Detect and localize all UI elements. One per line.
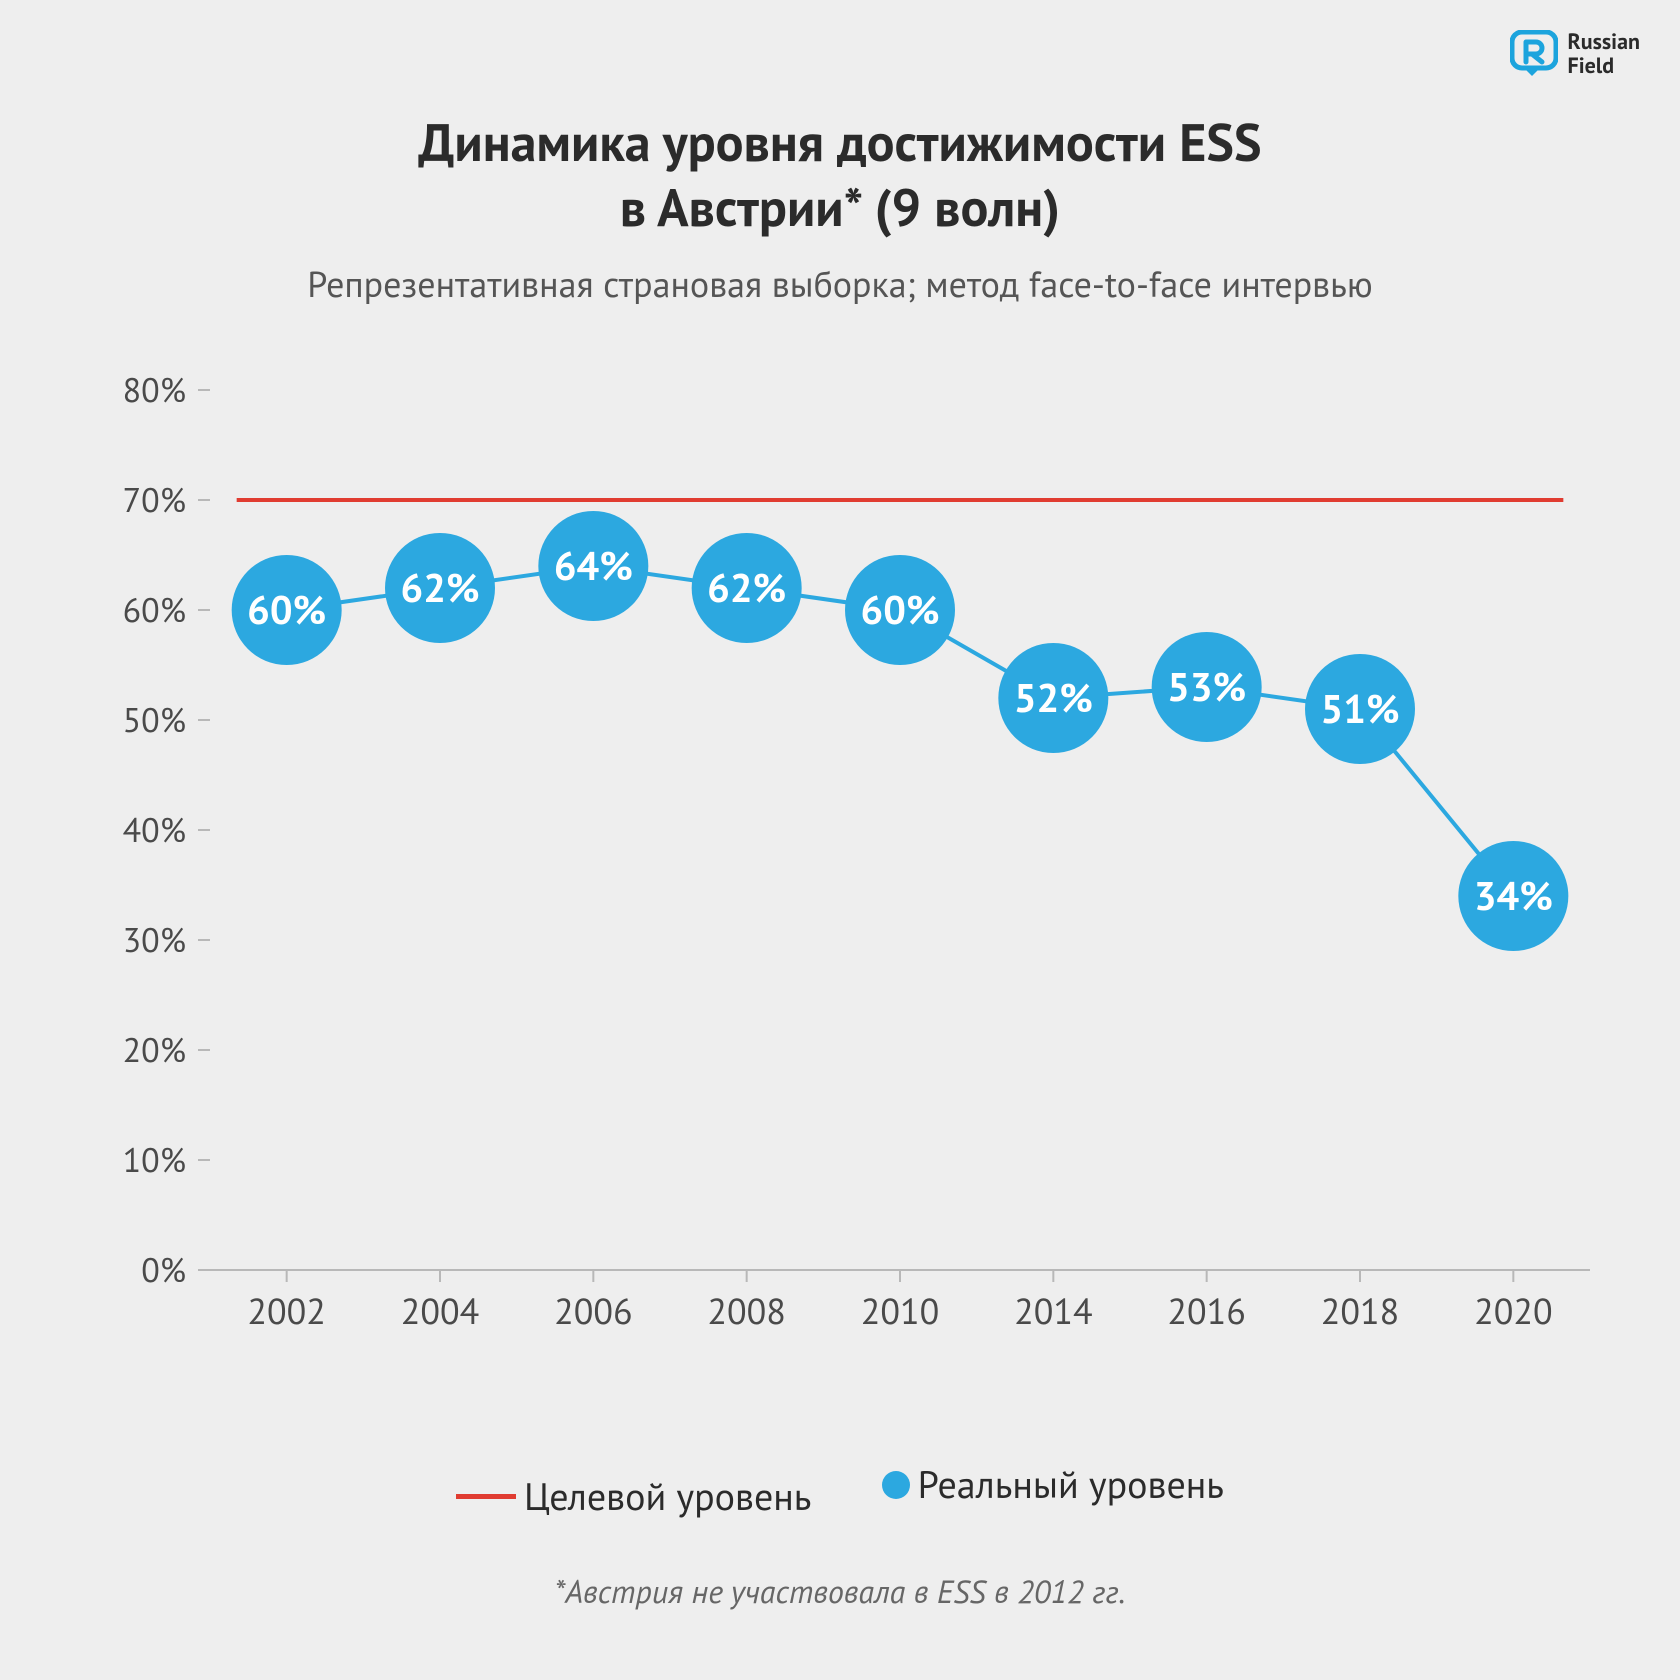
brand-text-line2: Field bbox=[1568, 54, 1640, 78]
brand-logo: Russian Field bbox=[1510, 30, 1640, 78]
data-point-label: 51% bbox=[1321, 683, 1400, 735]
brand-text-line1: Russian bbox=[1568, 30, 1640, 54]
chart-title: Динамика уровня достижимости ESS в Австр… bbox=[0, 110, 1680, 240]
x-tick-label: 2006 bbox=[554, 1287, 632, 1334]
y-tick-label: 70% bbox=[123, 478, 186, 522]
data-point-label: 62% bbox=[707, 562, 786, 614]
legend-target: Целевой уровень bbox=[456, 1472, 811, 1521]
y-tick-label: 40% bbox=[123, 808, 186, 852]
x-tick-label: 2010 bbox=[861, 1287, 939, 1334]
chart-footnote: *Австрия не участвовала в ESS в 2012 гг. bbox=[0, 1570, 1680, 1612]
legend-target-swatch bbox=[456, 1494, 516, 1499]
y-tick-label: 80% bbox=[123, 370, 186, 412]
x-tick-label: 2016 bbox=[1167, 1287, 1245, 1334]
data-point-label: 62% bbox=[401, 562, 480, 614]
y-tick-label: 30% bbox=[123, 918, 186, 962]
x-tick-label: 2008 bbox=[707, 1287, 785, 1334]
y-tick-label: 60% bbox=[123, 588, 186, 632]
x-tick-label: 2002 bbox=[247, 1287, 325, 1334]
data-point-label: 53% bbox=[1167, 661, 1246, 713]
x-tick-label: 2020 bbox=[1474, 1287, 1552, 1334]
x-tick-label: 2014 bbox=[1014, 1287, 1092, 1334]
data-point-label: 60% bbox=[861, 584, 940, 636]
legend-real: Реальный уровень bbox=[882, 1460, 1224, 1509]
y-tick-label: 10% bbox=[123, 1138, 186, 1182]
y-tick-label: 0% bbox=[141, 1248, 186, 1292]
x-tick-label: 2004 bbox=[401, 1287, 479, 1334]
y-tick-label: 20% bbox=[123, 1028, 186, 1072]
chart-legend: Целевой уровень Реальный уровень bbox=[0, 1460, 1680, 1521]
line-chart: 0% 10% 20% 30% 40% 50% 60% 70% 80% 2002 2004 2006 20… bbox=[80, 370, 1610, 1380]
chart-subtitle: Репрезентативная страновая выборка; мето… bbox=[0, 260, 1680, 307]
legend-real-swatch bbox=[882, 1471, 910, 1499]
title-line1: Динамика уровня достижимости ESS bbox=[418, 109, 1261, 176]
data-point-label: 52% bbox=[1014, 672, 1093, 724]
data-point-label: 34% bbox=[1474, 870, 1553, 922]
y-tick-label: 50% bbox=[123, 698, 186, 742]
title-line2: в Австрии* (9 волн) bbox=[620, 174, 1060, 241]
legend-target-label: Целевой уровень bbox=[524, 1472, 811, 1521]
rf-logo-icon bbox=[1510, 30, 1558, 78]
x-tick-label: 2018 bbox=[1321, 1287, 1399, 1334]
legend-real-label: Реальный уровень bbox=[918, 1460, 1224, 1509]
data-point-label: 64% bbox=[554, 540, 633, 592]
data-point-label: 60% bbox=[247, 584, 326, 636]
